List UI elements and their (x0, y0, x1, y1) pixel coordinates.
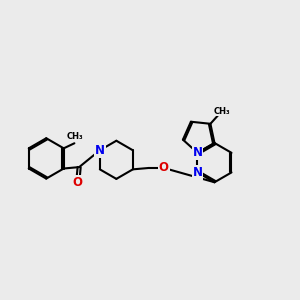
Text: N: N (193, 166, 202, 179)
Text: N: N (193, 146, 202, 159)
Text: N: N (95, 144, 105, 157)
Text: CH₃: CH₃ (213, 107, 230, 116)
Text: O: O (73, 176, 83, 189)
Text: O: O (159, 161, 169, 174)
Text: CH₃: CH₃ (67, 132, 83, 141)
Text: N: N (193, 166, 202, 179)
Text: O: O (159, 161, 169, 174)
Text: O: O (73, 176, 83, 189)
Text: N: N (95, 144, 105, 157)
Text: N: N (193, 146, 202, 159)
